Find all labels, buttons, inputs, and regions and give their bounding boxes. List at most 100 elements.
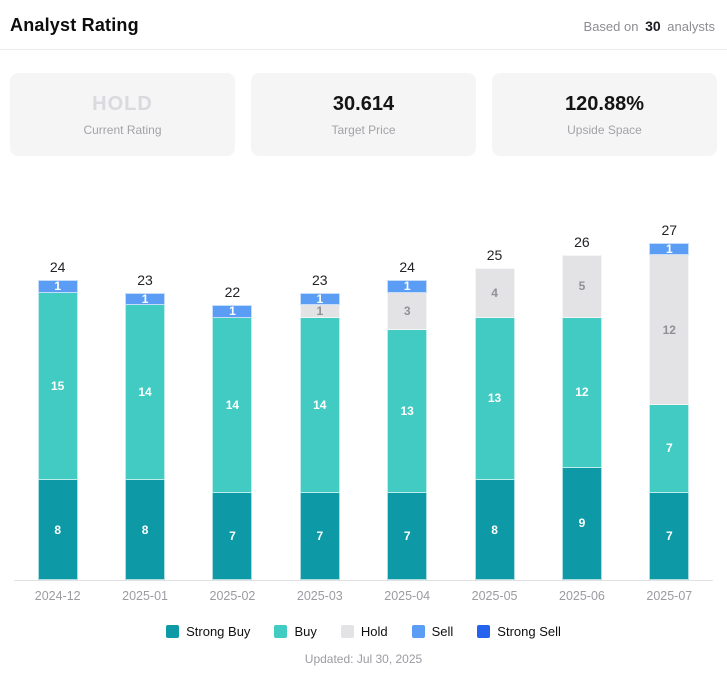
bar-total-label: 22 (224, 284, 241, 300)
bar-value-label: 8 (141, 522, 149, 537)
x-axis: 2024-12 2025-01 2025-02 2025-03 2025-04 2025-… (14, 581, 713, 603)
x-axis-label: 2025-07 (646, 589, 693, 603)
legend-swatch-hold (340, 625, 354, 638)
bar-segment-sell[interactable]: 1 (649, 241, 690, 256)
based-on-text: Based on 30 analysts (584, 18, 715, 34)
x-axis-label: 2025-04 (384, 589, 431, 603)
bar-segment-hold[interactable]: 3 (387, 292, 428, 330)
bar-chart: 24 1 15 8 23 1 14 8 22 1 14 7 23 1 1 14 7 24 1 3 13 7 25 4 13 8 26… (14, 156, 713, 603)
current-rating-value: HOLD (92, 92, 153, 115)
bar-stack: 1 1 14 7 (299, 292, 340, 580)
target-price-label: Target Price (331, 122, 396, 137)
bar-total-label: 26 (574, 234, 590, 250)
x-axis-label: 2025-02 (209, 589, 256, 603)
bar-value-label: 3 (403, 303, 411, 318)
bar-value-label: 12 (662, 322, 676, 337)
bar-segment-strong-buy[interactable]: 8 (125, 480, 166, 580)
bar-segment-strong-buy[interactable]: 7 (299, 492, 340, 580)
x-axis-label: 2025-06 (559, 589, 605, 603)
bar-segment-sell[interactable]: 1 (37, 280, 78, 293)
upside-space-label: Upside Space (567, 122, 642, 137)
legend-label: Strong Sell (497, 624, 561, 639)
x-axis-label: 2024-12 (34, 589, 81, 603)
bar-segment-strong-buy[interactable]: 7 (649, 492, 690, 580)
bar-segment-buy[interactable]: 14 (299, 317, 340, 493)
bar-segment-buy[interactable]: 15 (37, 292, 78, 480)
bar-column-2025-05: 25 4 13 8 (451, 156, 538, 580)
bar-value-label: 13 (487, 391, 502, 406)
bar-value-label: 8 (54, 522, 62, 537)
bar-segment-buy[interactable]: 14 (125, 305, 166, 480)
bar-segment-strong-buy[interactable]: 7 (387, 492, 428, 580)
legend-label: Buy (294, 624, 317, 639)
bar-value-label: 5 (578, 279, 586, 294)
bar-value-label: 7 (316, 528, 324, 543)
header-divider (0, 49, 727, 50)
chart-legend: Strong Buy Buy Hold Sell Strong Sell (0, 624, 727, 639)
legend-item-strong-sell[interactable]: Strong Sell (477, 624, 561, 639)
bar-segment-strong-buy[interactable]: 8 (37, 480, 78, 580)
bar-segment-sell[interactable]: 1 (125, 291, 166, 306)
bar-segment-hold[interactable]: 12 (649, 255, 690, 405)
bar-stack: 1 14 7 (212, 305, 253, 580)
bar-stack: 1 15 8 (37, 280, 78, 580)
bar-segment-hold[interactable]: 4 (474, 267, 515, 318)
bar-total-label: 25 (486, 246, 503, 263)
x-axis-label: 2025-05 (471, 589, 518, 603)
bar-stack: 1 3 13 7 (387, 280, 428, 580)
bar-value-label: 1 (665, 241, 673, 256)
bar-stack: 4 13 8 (474, 267, 515, 580)
bar-segment-strong-buy[interactable]: 7 (212, 492, 253, 580)
bar-stack: 1 12 7 7 (649, 241, 690, 580)
legend-item-hold[interactable]: Hold (340, 624, 388, 639)
bar-column-2025-03: 23 1 1 14 7 (276, 156, 363, 580)
bar-segment-sell[interactable]: 1 (387, 280, 428, 293)
bar-value-label: 4 (491, 285, 498, 300)
legend-swatch-buy (274, 625, 288, 638)
bar-segment-sell[interactable]: 1 (299, 292, 340, 305)
analyst-count: 30 (645, 17, 661, 34)
target-price-value: 30.614 (332, 92, 395, 115)
bar-total-label: 23 (312, 271, 328, 288)
page-title: Analyst Rating (10, 15, 139, 35)
bar-column-2025-04: 24 1 3 13 7 (364, 156, 451, 580)
bar-segment-strong-buy[interactable]: 9 (561, 467, 602, 580)
bar-segment-hold[interactable]: 1 (299, 303, 340, 318)
bar-column-2025-01: 23 1 14 8 (101, 156, 188, 580)
bar-segment-sell[interactable]: 1 (212, 305, 253, 318)
bar-segment-hold[interactable]: 5 (561, 255, 602, 318)
bar-total-label: 27 (661, 221, 678, 238)
legend-label: Sell (431, 624, 454, 639)
bar-segment-buy[interactable]: 13 (387, 330, 428, 493)
bar-segment-buy[interactable]: 14 (212, 317, 253, 493)
bar-value-label: 8 (491, 522, 498, 537)
upside-space-card: 120.88% Upside Space (492, 73, 717, 156)
bar-segment-buy[interactable]: 13 (474, 317, 515, 480)
legend-swatch-strong-sell (477, 625, 491, 638)
legend-item-buy[interactable]: Buy (274, 624, 317, 639)
upside-space-value: 120.88% (565, 92, 644, 115)
bar-value-label: 14 (138, 385, 152, 399)
based-on-suffix: analysts (667, 18, 715, 34)
bar-value-label: 7 (229, 528, 236, 543)
bar-total-label: 23 (137, 271, 153, 288)
bar-segment-buy[interactable]: 7 (649, 405, 690, 493)
bar-value-label: 9 (578, 516, 586, 531)
bar-column-2024-12: 24 1 15 8 (14, 156, 101, 580)
bar-value-label: 7 (665, 528, 673, 543)
bar-chart-plot-area: 24 1 15 8 23 1 14 8 22 1 14 7 23 1 1 14 7 24 1 3 13 7 25 4 13 8 26… (14, 156, 713, 581)
bar-total-label: 24 (49, 259, 66, 275)
bar-column-2025-02: 22 1 14 7 (189, 156, 276, 580)
summary-cards: HOLD Current Rating 30.614 Target Price … (0, 73, 727, 156)
x-axis-label: 2025-03 (296, 589, 343, 603)
bar-value-label: 1 (141, 291, 149, 306)
bar-value-label: 14 (225, 397, 240, 412)
legend-item-strong-buy[interactable]: Strong Buy (166, 624, 250, 639)
legend-item-sell[interactable]: Sell (411, 624, 454, 639)
bar-value-label: 15 (51, 378, 65, 393)
bar-stack: 5 12 9 (561, 255, 602, 580)
bar-segment-strong-buy[interactable]: 8 (474, 480, 515, 580)
bar-value-label: 1 (316, 303, 324, 318)
bar-total-label: 24 (399, 259, 415, 275)
bar-segment-buy[interactable]: 12 (561, 317, 602, 468)
